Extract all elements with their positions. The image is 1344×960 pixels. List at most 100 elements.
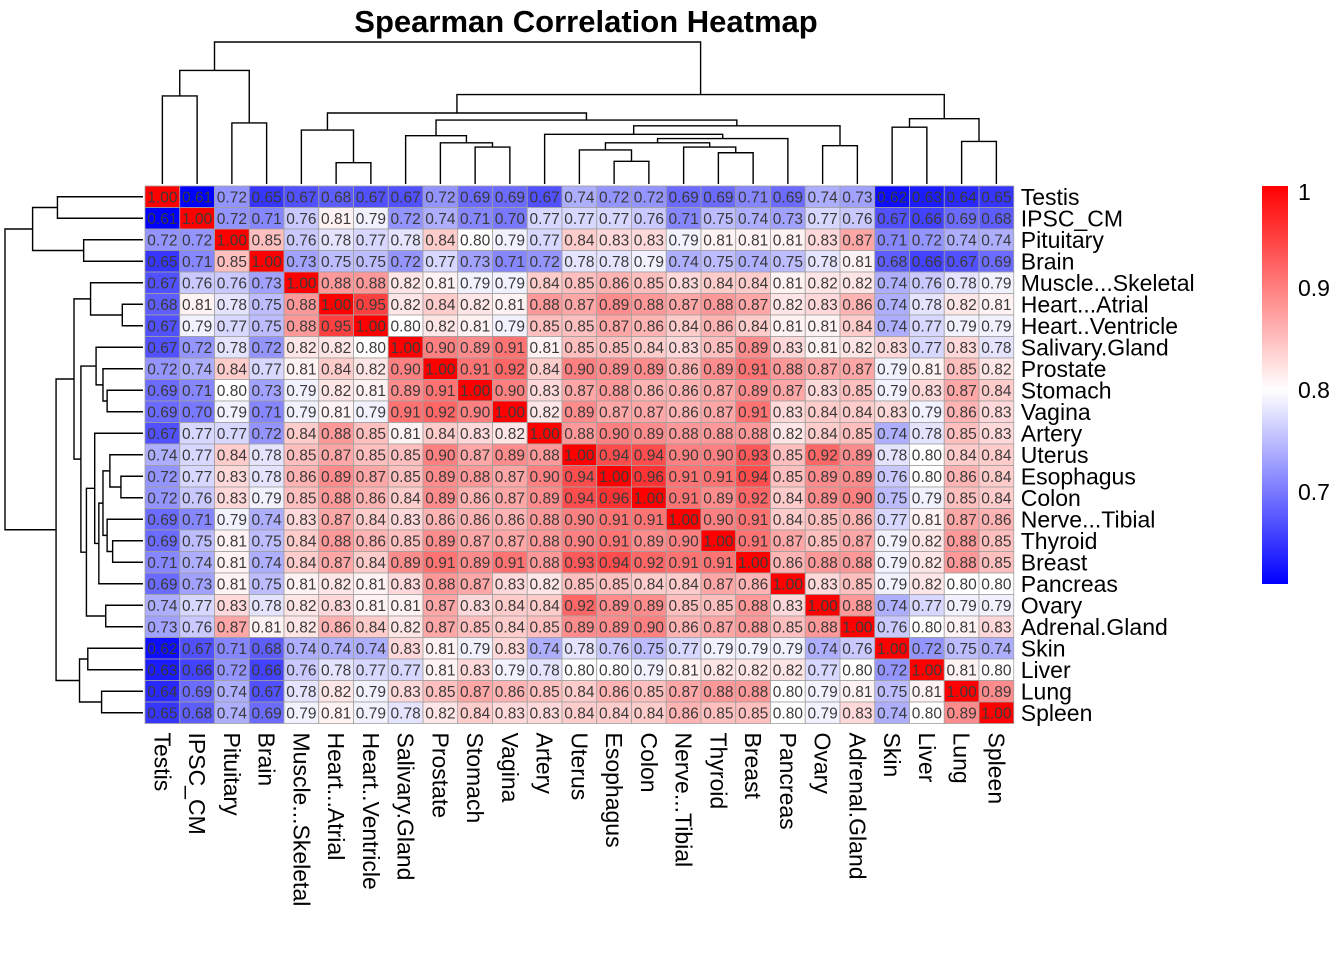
dendrogram-branch [82, 239, 143, 262]
cell-value-label: 0.84 [947, 447, 978, 464]
cell-value-label: 1.00 [391, 340, 422, 357]
cell-value-label: 0.88 [703, 297, 733, 314]
cell-value-label: 0.84 [391, 490, 422, 507]
cell-value-label: 0.85 [356, 426, 386, 443]
cell-value-label: 0.71 [147, 555, 177, 572]
cell-value-label: 0.83 [460, 598, 490, 615]
cell-value-label: 0.88 [321, 533, 351, 550]
cell-value-label: 0.87 [703, 383, 733, 400]
legend-tick-label: 0.8 [1298, 377, 1330, 403]
cell-value-label: 0.82 [321, 576, 351, 593]
cell-value-label: 0.91 [738, 512, 768, 529]
cell-value-label: 0.77 [217, 426, 247, 443]
cell-value-label: 0.89 [808, 490, 838, 507]
column-label: Ovary [810, 733, 836, 795]
cell-value-label: 0.94 [634, 447, 665, 464]
dendrogram-branch [121, 303, 143, 327]
column-label: Pituitary [219, 733, 245, 817]
row-dendrogram [4, 196, 143, 714]
cell-value-label: 0.83 [947, 340, 977, 357]
cell-value-label: 0.82 [321, 684, 351, 701]
cell-value-label: 0.87 [217, 619, 247, 636]
cell-value-label: 0.79 [495, 662, 525, 679]
cell-value-label: 0.85 [564, 318, 594, 335]
cell-value-label: 0.81 [530, 340, 560, 357]
cell-value-label: 0.86 [981, 512, 1011, 529]
cell-value-label: 0.86 [634, 318, 664, 335]
cell-value-label: 0.89 [460, 340, 490, 357]
cell-value-label: 0.81 [495, 297, 525, 314]
cell-value-label: 0.87 [321, 555, 351, 572]
row-label: Artery [1021, 420, 1083, 446]
cell-value-label: 0.79 [703, 641, 733, 658]
cell-value-label: 0.86 [356, 490, 386, 507]
cell-value-label: 0.77 [252, 361, 282, 378]
cell-value-label: 0.79 [356, 705, 386, 722]
cell-value-label: 0.64 [147, 684, 178, 701]
cell-value-label: 0.87 [808, 361, 838, 378]
cell-value-label: 0.71 [877, 232, 907, 249]
cell-value-label: 0.82 [286, 598, 316, 615]
cell-value-label: 0.75 [703, 254, 733, 271]
cell-value-label: 0.80 [356, 340, 387, 357]
heatmap-cell [978, 701, 1015, 724]
cell-value-label: 0.79 [912, 490, 942, 507]
cell-value-label: 0.84 [217, 447, 248, 464]
cell-value-label: 0.81 [738, 232, 768, 249]
dendrogram-branch [120, 475, 143, 499]
cell-value-label: 0.83 [530, 383, 560, 400]
cell-value-label: 0.79 [286, 404, 316, 421]
cell-value-label: 0.66 [182, 662, 212, 679]
dendrogram-branch [300, 129, 355, 184]
row-label: IPSC_CM [1021, 205, 1123, 231]
cell-value-label: 0.82 [912, 555, 942, 572]
cell-value-label: 0.88 [947, 533, 977, 550]
cell-value-label: 1.00 [669, 512, 700, 529]
cell-value-label: 1.00 [321, 297, 352, 314]
cell-value-label: 0.83 [773, 404, 803, 421]
cell-value-label: 0.73 [842, 189, 872, 206]
dendrogram-branch [474, 146, 511, 184]
dendrogram-branch [543, 133, 724, 184]
cell-value-label: 0.78 [912, 426, 942, 443]
cell-value-label: 0.89 [599, 297, 629, 314]
row-labels: TestisIPSC_CMPituitaryBrainMuscle...Skel… [1021, 184, 1195, 726]
cell-value-label: 0.88 [669, 426, 699, 443]
cell-value-label: 0.61 [147, 211, 177, 228]
cell-value-label: 0.74 [356, 641, 387, 658]
cell-value-label: 0.79 [669, 232, 699, 249]
cell-value-label: 0.90 [425, 340, 456, 357]
cell-value-label: 0.89 [321, 469, 351, 486]
cell-value-label: 0.75 [634, 641, 664, 658]
column-label: Heart...Atrial [323, 733, 349, 861]
cell-value-label: 0.77 [182, 469, 212, 486]
cell-value-label: 0.85 [564, 340, 594, 357]
cell-value-label: 0.84 [217, 361, 248, 378]
column-label: Testis [149, 733, 175, 792]
dendrogram-branch [73, 298, 91, 460]
cell-value-label: 0.82 [495, 426, 525, 443]
row-label: Pituitary [1021, 227, 1105, 253]
cell-value-label: 0.75 [182, 533, 212, 550]
cell-value-label: 0.69 [182, 684, 212, 701]
cell-value-label: 0.69 [147, 383, 177, 400]
cell-value-label: 0.77 [912, 598, 942, 615]
cell-value-label: 0.89 [634, 598, 664, 615]
row-label: Lung [1021, 678, 1072, 704]
cell-value-label: 0.87 [495, 469, 525, 486]
dendrogram-branch [94, 432, 143, 545]
cell-value-label: 0.89 [599, 598, 629, 615]
cell-value-label: 0.88 [738, 598, 768, 615]
cell-value-label: 0.79 [182, 318, 212, 335]
cell-value-label: 0.74 [877, 318, 908, 335]
cell-value-label: 0.78 [599, 254, 629, 271]
cell-value-label: 0.74 [217, 684, 248, 701]
cell-value-label: 0.85 [391, 447, 421, 464]
cell-value-label: 0.77 [808, 662, 838, 679]
cell-value-label: 0.78 [877, 447, 907, 464]
cell-value-label: 0.84 [425, 297, 456, 314]
cell-value-label: 0.86 [947, 469, 977, 486]
cell-value-label: 1.00 [912, 662, 943, 679]
cell-value-label: 0.91 [703, 555, 733, 572]
